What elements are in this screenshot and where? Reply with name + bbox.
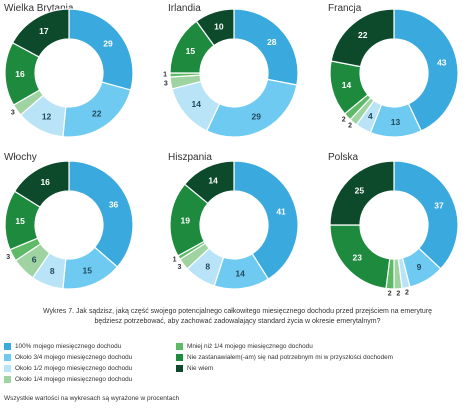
data-label: 9 [417,262,422,272]
data-label: 13 [391,117,401,127]
legend-item-100: 100% mojego miesięcznego dochodu [4,343,121,350]
data-label: 4 [368,111,373,121]
data-label: 2 [396,290,400,297]
legend-item-1-2: Około 1/2 mojego miesięcznego dochodu [4,365,132,372]
legend-item-3-4: Około 3/4 mojego miesięcznego dochodu [4,354,132,361]
legend-swatch [4,343,11,350]
legend-label: 100% mojego miesięcznego dochodu [15,343,122,350]
data-label: 14 [192,99,202,109]
donut-slice-100 [68,160,134,268]
data-label: 25 [355,185,365,195]
data-label: 29 [103,38,113,48]
legend-label: Około 1/2 mojego miesięcznego dochodu [15,365,133,372]
data-label: 29 [252,112,262,122]
legend-swatch [4,376,11,383]
legend-label: Nie wiem [187,365,214,372]
data-label: 15 [15,216,25,226]
chart-title: Polska [328,152,359,163]
legend-label: Około 1/4 mojego miesięcznego dochodu [15,376,133,383]
data-label: 1 [163,72,167,79]
chart-title: Włochy [4,152,37,163]
donut-slice-dont-know [330,8,395,68]
data-label: 37 [434,201,444,211]
legend-item-lt-1-4: Mniej niż 1/4 mojego miesięcznego dochod… [176,343,313,350]
data-label: 2 [388,290,392,297]
legend: 100% mojego miesięcznego dochodu Około 3… [4,343,464,387]
data-label: 19 [180,215,190,225]
data-label: 2 [342,117,346,124]
data-label: 2 [405,289,409,296]
data-label: 22 [358,30,368,40]
donut-slice-100 [68,8,134,91]
legend-swatch [176,343,183,350]
data-label: 14 [208,176,218,186]
chart-title: Wielka Brytania [4,3,74,14]
donut-slice-3-4 [205,78,298,138]
data-label: 6 [32,254,37,264]
chart-title: Hiszpania [168,152,212,163]
legend-item-none: Nie zastanawiałem(-am) się nad potrzebny… [176,354,393,361]
data-label: 17 [39,26,49,36]
data-label: 16 [15,69,25,79]
data-label: 3 [178,264,182,271]
data-label: 36 [109,200,119,210]
donut-chart: 28 29 14 31 15 10 [163,8,299,138]
data-label: 43 [437,57,447,67]
legend-swatch [4,354,11,361]
donut-slice-100 [233,8,299,86]
donut-chart: 29 22 12 3 16 17 [4,8,134,138]
data-label: 15 [186,46,196,56]
data-label: 23 [353,252,363,262]
donut-slice-dont-know [183,160,235,205]
donut-slice-dont-know [329,160,395,226]
data-label: 8 [50,266,55,276]
data-label: 41 [276,206,286,216]
data-label: 10 [214,21,224,31]
donut-chart: 41 14 8 31 19 14 [169,160,299,290]
donut-slice-dont-know [11,8,70,58]
legend-label: Nie zastanawiałem(-am) się nad potrzebny… [187,354,393,361]
donut-chart: 36 15 8 6 3 15 16 [4,160,134,290]
legend-swatch [176,365,183,372]
data-label: 8 [205,261,210,271]
chart-caption: Wykres 7. Jak sądzisz, jaką część swojeg… [42,308,433,325]
data-label: 2 [348,123,352,130]
legend-label: Około 3/4 mojego miesięcznego dochodu [15,354,133,361]
legend-swatch [176,354,183,361]
chart-title: Irlandia [168,3,201,14]
data-label: 15 [82,265,92,275]
donut-slice-100 [233,160,299,280]
data-label: 3 [6,254,10,261]
chart-title: Francja [328,3,362,14]
data-label: 3 [164,80,168,87]
legend-item-1-4: Około 1/4 mojego miesięcznego dochodu [4,376,132,383]
data-label: 14 [235,269,245,279]
legend-swatch [4,365,11,372]
data-label: 3 [11,110,15,117]
donut-slice-dont-know [195,8,235,47]
data-label: 12 [42,112,52,122]
data-label: 16 [40,177,50,187]
donut-slice-100 [393,8,459,132]
charts-grid: Wielka Brytania 29 22 12 3 16 17 Irlandia 28 29 14… [4,3,459,297]
legend-label: Mniej niż 1/4 mojego miesięcznego dochod… [187,343,313,350]
data-label: 14 [342,80,352,90]
donut-slice-100 [393,160,459,270]
donut-slice-dont-know [13,160,70,208]
data-label: 28 [267,37,277,47]
data-label: 1 [173,257,177,264]
legend-item-dont-know: Nie wiem [176,365,213,372]
data-label: 22 [92,108,102,118]
footnote: Wszystkie wartości na wykresach są wyraż… [4,395,180,402]
donut-chart: 43 13 4 22 14 22 [329,8,459,138]
